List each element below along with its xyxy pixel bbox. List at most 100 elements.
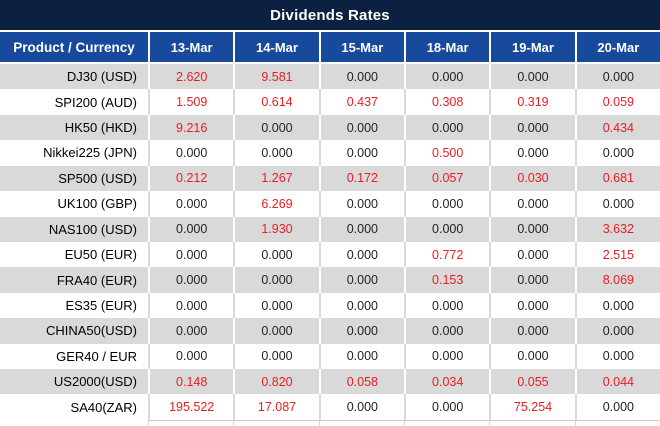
product-cell: Nikkei225 (JPN): [43, 145, 137, 161]
table-row: FRA40 (EUR) 0.000 0.000 0.000 0.153 0.000 8.06…: [0, 267, 660, 293]
value-cell: 0.000: [404, 64, 489, 90]
partial-next-row: [0, 420, 660, 426]
product-cell: EU50 (EUR): [64, 247, 137, 263]
value-cell: 0.000: [489, 140, 574, 166]
table-body: DJ30 (USD) 2.620 9.581 0.000 0.000 0.000 0.000…: [0, 64, 660, 420]
table-title: Dividends Rates: [0, 0, 660, 30]
value-cell: 0.000: [148, 216, 233, 242]
product-cell: GER40 / EUR: [56, 348, 137, 364]
value-cell: 9.216: [148, 114, 233, 141]
value-cell: 0.000: [404, 292, 489, 319]
value-cell: 0.000: [233, 140, 318, 166]
table-row: SA40(ZAR) 195.522 17.087 0.000 0.000 75.254 0.…: [0, 394, 660, 420]
value-cell: 0.000: [318, 140, 404, 166]
value-cell: 0.000: [574, 318, 660, 344]
value-cell: 0.000: [318, 241, 404, 268]
value-cell: 0.000: [148, 343, 233, 370]
value-cell: 0.000: [318, 292, 404, 319]
value-cell: 75.254: [489, 394, 574, 420]
value-cell: 0.772: [404, 241, 489, 268]
value-cell: 0.034: [404, 369, 489, 395]
table-row: HK50 (HKD) 9.216 0.000 0.000 0.000 0.000 0.434: [0, 114, 660, 141]
value-cell: 0.212: [148, 165, 233, 192]
value-cell: 0.172: [318, 165, 404, 192]
value-cell: 0.000: [489, 267, 574, 293]
value-cell: 0.058: [318, 369, 404, 395]
value-cell: 0.000: [318, 267, 404, 293]
value-cell: 0.000: [148, 140, 233, 166]
value-cell: 0.000: [233, 114, 318, 141]
value-cell: 0.434: [574, 114, 660, 141]
value-cell: 0.000: [233, 267, 318, 293]
table-row: ES35 (EUR) 0.000 0.000 0.000 0.000 0.000 0.000: [0, 292, 660, 319]
product-cell: NAS100 (USD): [48, 221, 137, 237]
value-cell: 0.000: [574, 64, 660, 90]
column-header-date-3: 15-Mar: [318, 32, 404, 62]
value-cell: 0.000: [318, 318, 404, 344]
table-header-row: Product / Currency 13-Mar 14-Mar 15-Mar …: [0, 30, 660, 64]
value-cell: 0.000: [318, 191, 404, 217]
value-cell: 0.000: [574, 191, 660, 217]
product-cell: SA40(ZAR): [70, 399, 137, 415]
value-cell: 0.153: [404, 267, 489, 293]
table-row: GER40 / EUR 0.000 0.000 0.000 0.000 0.000 0.00…: [0, 343, 660, 370]
value-cell: 0.148: [148, 369, 233, 395]
value-cell: 0.000: [574, 343, 660, 370]
value-cell: 0.614: [233, 89, 318, 115]
product-cell: ES35 (EUR): [65, 298, 137, 313]
table-row: DJ30 (USD) 2.620 9.581 0.000 0.000 0.000 0.000: [0, 64, 660, 90]
value-cell: 8.069: [574, 267, 660, 293]
value-cell: 0.000: [318, 114, 404, 141]
value-cell: 6.269: [233, 191, 318, 217]
value-cell: 9.581: [233, 64, 318, 90]
table-row: EU50 (EUR) 0.000 0.000 0.000 0.772 0.000 2.515: [0, 241, 660, 268]
value-cell: 0.030: [489, 165, 574, 192]
product-cell: UK100 (GBP): [57, 196, 137, 212]
value-cell: 0.059: [574, 89, 660, 115]
value-cell: 0.000: [489, 318, 574, 344]
table-row: CHINA50(USD) 0.000 0.000 0.000 0.000 0.000 0.0…: [0, 318, 660, 344]
product-cell: FRA40 (EUR): [56, 272, 137, 288]
value-cell: 0.319: [489, 89, 574, 115]
table-row: SP500 (USD) 0.212 1.267 0.172 0.057 0.030 0.68…: [0, 165, 660, 192]
value-cell: 0.000: [233, 343, 318, 370]
value-cell: 0.000: [489, 241, 574, 268]
value-cell: 1.509: [148, 89, 233, 115]
value-cell: 0.000: [148, 318, 233, 344]
value-cell: 0.000: [404, 216, 489, 242]
table-row: UK100 (GBP) 0.000 6.269 0.000 0.000 0.000 0.00…: [0, 191, 660, 217]
value-cell: 0.000: [148, 267, 233, 293]
value-cell: 17.087: [233, 394, 318, 420]
column-header-date-5: 19-Mar: [489, 32, 574, 62]
value-cell: 0.000: [404, 318, 489, 344]
value-cell: 0.000: [489, 64, 574, 90]
product-cell: DJ30 (USD): [66, 69, 137, 85]
value-cell: 0.000: [404, 394, 489, 420]
value-cell: 0.000: [489, 191, 574, 217]
value-cell: 0.000: [404, 191, 489, 217]
value-cell: 0.000: [489, 216, 574, 242]
value-cell: 0.000: [233, 292, 318, 319]
value-cell: 0.820: [233, 369, 318, 395]
value-cell: 1.930: [233, 216, 318, 242]
value-cell: 0.000: [148, 191, 233, 217]
product-cell: SP500 (USD): [58, 170, 137, 186]
value-cell: 0.000: [489, 114, 574, 141]
value-cell: 2.515: [574, 241, 660, 268]
column-header-date-1: 13-Mar: [148, 32, 233, 62]
value-cell: 0.000: [148, 241, 233, 268]
table-row: SPI200 (AUD) 1.509 0.614 0.437 0.308 0.319 0.0…: [0, 89, 660, 115]
value-cell: 0.055: [489, 369, 574, 395]
value-cell: 0.500: [404, 140, 489, 166]
value-cell: 0.000: [574, 140, 660, 166]
value-cell: 3.632: [574, 216, 660, 242]
value-cell: 0.000: [318, 343, 404, 370]
product-cell: SPI200 (AUD): [54, 94, 137, 110]
value-cell: 195.522: [148, 394, 233, 420]
value-cell: 0.000: [233, 318, 318, 344]
value-cell: 0.308: [404, 89, 489, 115]
value-cell: 0.000: [318, 64, 404, 90]
value-cell: 0.000: [404, 114, 489, 141]
column-header-date-6: 20-Mar: [574, 32, 660, 62]
